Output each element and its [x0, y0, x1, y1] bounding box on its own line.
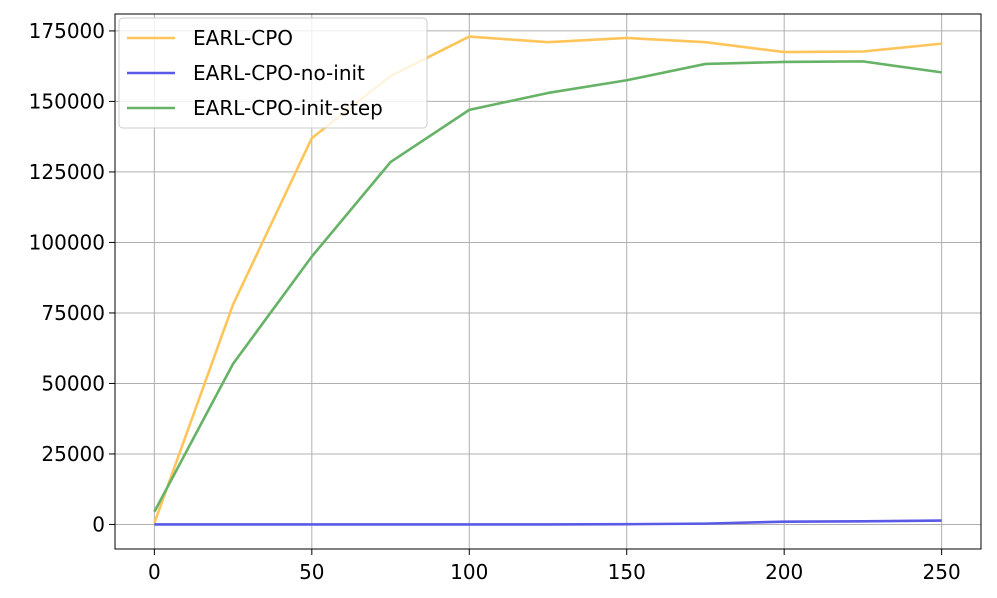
y-tick-label: 0: [92, 512, 105, 536]
legend-label: EARL-CPO: [193, 26, 293, 50]
x-tick-label: 150: [608, 560, 646, 584]
x-tick-label: 0: [148, 560, 161, 584]
series-line-earl-cpo-init-step: [153, 60, 942, 513]
y-tick-label: 175000: [29, 19, 105, 43]
y-tick-label: 150000: [29, 89, 105, 113]
series-line-earl-cpo: [153, 35, 942, 524]
x-tick-label: 50: [299, 560, 324, 584]
y-tick-label: 75000: [41, 301, 105, 325]
plot-frame: [114, 13, 982, 550]
legend-label: EARL-CPO-no-init: [193, 61, 365, 85]
legend: EARL-CPO EARL-CPO-no-init EARL-CPO-init-st…: [118, 17, 428, 129]
series-lines: [153, 35, 942, 526]
x-tick-label: 250: [923, 560, 961, 584]
legend-box: [118, 17, 428, 129]
axis-ticks: 0 50 100 150 200 250 0 25000 50000 75000 100000 125…: [29, 19, 961, 584]
y-tick-label: 25000: [41, 442, 105, 466]
series-line-earl-cpo-no-init: [154, 519, 942, 526]
grid-lines: [115, 14, 981, 549]
y-tick-label: 125000: [29, 160, 105, 184]
x-tick-label: 100: [450, 560, 488, 584]
y-tick-label: 100000: [29, 230, 105, 254]
legend-label: EARL-CPO-init-step: [193, 96, 383, 120]
y-tick-label: 50000: [41, 371, 105, 395]
x-tick-label: 200: [765, 560, 803, 584]
